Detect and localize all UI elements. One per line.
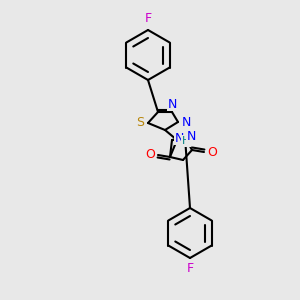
Text: N: N <box>174 131 184 145</box>
Text: F: F <box>144 13 152 26</box>
Text: N: N <box>186 130 196 143</box>
Text: H: H <box>182 136 190 146</box>
Text: F: F <box>186 262 194 275</box>
Text: S: S <box>136 116 144 130</box>
Text: N: N <box>167 98 177 110</box>
Text: N: N <box>181 116 191 128</box>
Text: O: O <box>145 148 155 160</box>
Text: O: O <box>207 146 217 158</box>
